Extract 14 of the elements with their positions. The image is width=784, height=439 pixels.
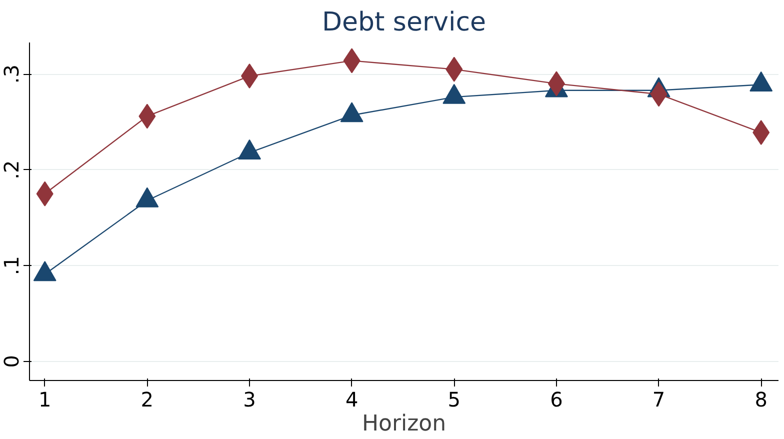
x-tick-label: 7 bbox=[652, 388, 666, 412]
x-axis-title: Horizon bbox=[362, 412, 446, 436]
x-tick-label: 6 bbox=[550, 388, 563, 412]
chart-title: Debt service bbox=[322, 8, 486, 38]
y-tick-label: 0 bbox=[0, 354, 24, 368]
x-tick-label: 1 bbox=[38, 388, 52, 412]
y-tick-label: .1 bbox=[0, 256, 24, 276]
x-tick-label: 3 bbox=[243, 388, 256, 412]
y-tick-label: .3 bbox=[0, 64, 24, 84]
x-tick-label: 5 bbox=[448, 388, 461, 412]
x-tick-label: 4 bbox=[345, 388, 358, 412]
y-tick-label: .2 bbox=[0, 160, 24, 180]
x-tick-label: 2 bbox=[140, 388, 154, 412]
x-tick-label: 8 bbox=[754, 388, 768, 412]
